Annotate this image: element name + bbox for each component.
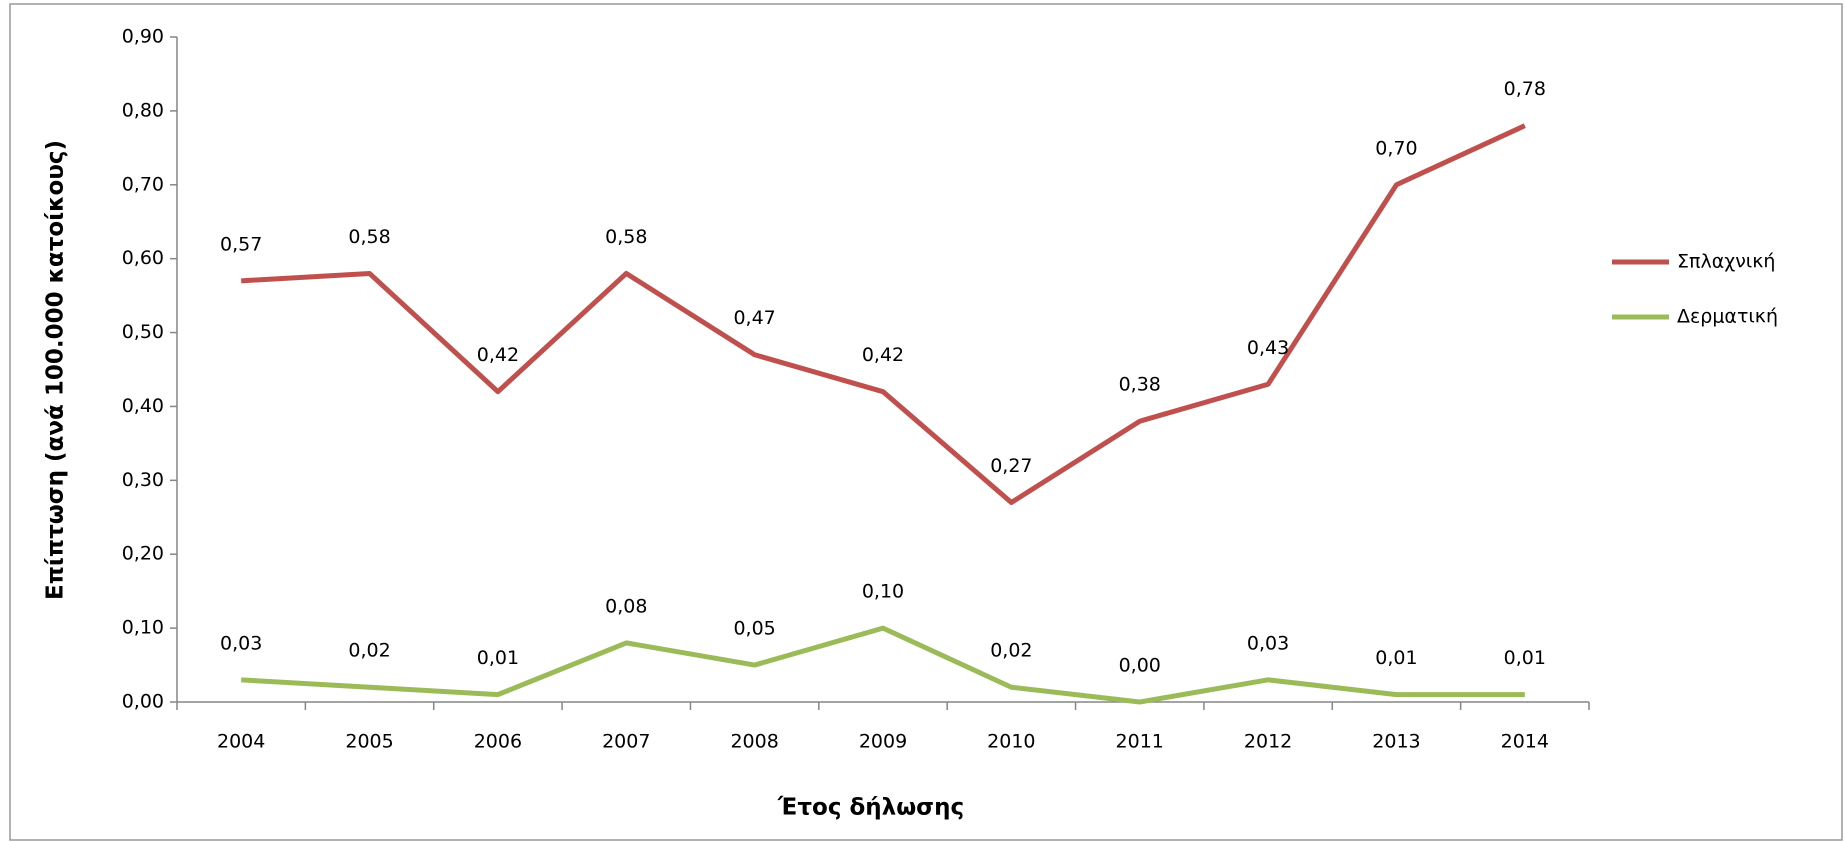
y-tick-label: 0,50 <box>122 321 164 343</box>
x-tick-label: 2008 <box>730 731 778 753</box>
series-line <box>241 625 1525 705</box>
data-label: 0,42 <box>862 344 904 366</box>
x-tick-label: 2009 <box>859 731 907 753</box>
data-label: 0,03 <box>1247 632 1289 654</box>
data-label: 0,01 <box>477 647 519 669</box>
data-label: 0,57 <box>220 233 262 255</box>
data-label: 0,02 <box>348 640 390 662</box>
x-tick-label: 2010 <box>987 731 1035 753</box>
y-axis-title: Επίπτωση (ανά 100.000 κατοίκους) <box>43 140 69 600</box>
y-tick-label: 0,40 <box>122 395 164 417</box>
data-label: 0,42 <box>477 344 519 366</box>
x-tick-label: 2013 <box>1372 731 1420 753</box>
y-tick-label: 0,20 <box>122 543 164 565</box>
x-axis-title: Έτος δήλωσης <box>777 795 964 821</box>
data-label: 0,05 <box>733 618 775 640</box>
x-tick-label: 2014 <box>1501 731 1549 753</box>
data-label: 0,01 <box>1504 647 1546 669</box>
y-tick-label: 0,80 <box>122 99 164 121</box>
data-label: 0,02 <box>990 640 1032 662</box>
data-label: 0,38 <box>1119 374 1161 396</box>
y-tick-label: 0,90 <box>122 26 164 48</box>
x-tick-label: 2004 <box>217 731 265 753</box>
x-tick-label: 2007 <box>602 731 650 753</box>
y-tick-label: 0,60 <box>122 247 164 269</box>
chart-border <box>9 3 1843 841</box>
series-line <box>241 123 1526 505</box>
y-tick-label: 0,00 <box>122 691 164 713</box>
data-label: 0,70 <box>1375 137 1417 159</box>
legend-label: Δερματική <box>1677 306 1778 328</box>
y-tick-label: 0,30 <box>122 469 164 491</box>
x-tick-label: 2005 <box>345 731 393 753</box>
legend-label: Σπλαχνική <box>1677 251 1775 273</box>
y-tick-label: 0,10 <box>122 617 164 639</box>
data-label: 0,43 <box>1247 337 1289 359</box>
data-label: 0,78 <box>1504 78 1546 100</box>
x-tick-label: 2012 <box>1244 731 1292 753</box>
x-tick-label: 2011 <box>1116 731 1164 753</box>
data-label: 0,08 <box>605 595 647 617</box>
data-label: 0,47 <box>733 307 775 329</box>
x-tick-label: 2006 <box>474 731 522 753</box>
data-label: 0,10 <box>862 581 904 603</box>
data-label: 0,58 <box>348 226 390 248</box>
data-label: 0,00 <box>1119 655 1161 677</box>
data-label: 0,01 <box>1375 647 1417 669</box>
data-label: 0,03 <box>220 632 262 654</box>
y-tick-label: 0,70 <box>122 173 164 195</box>
data-label: 0,58 <box>605 226 647 248</box>
data-label: 0,27 <box>990 455 1032 477</box>
